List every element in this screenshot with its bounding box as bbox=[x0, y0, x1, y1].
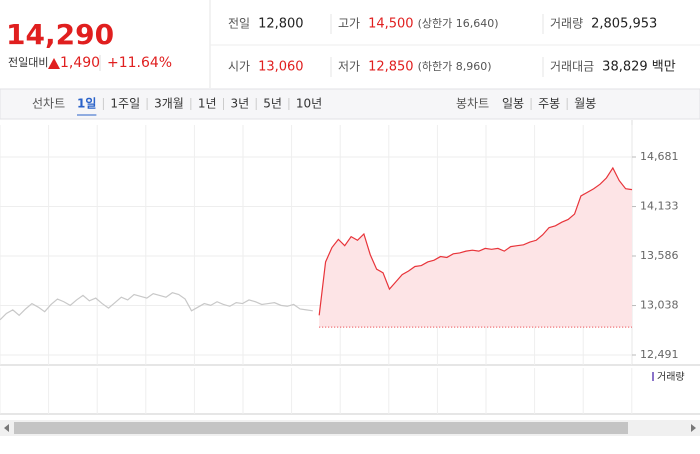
stat-label: 고가 bbox=[338, 17, 360, 31]
plot: 12,491 13,038 13,586 14,133 14,681 bbox=[0, 125, 679, 414]
stat-note: (하한가 8,960) bbox=[418, 59, 492, 73]
tab-group-label: 선차트 bbox=[32, 97, 65, 111]
current-price: 14,290 bbox=[6, 18, 114, 51]
price-line bbox=[318, 166, 633, 316]
period-tab[interactable]: 5년 bbox=[263, 97, 282, 111]
stat-label: 저가 bbox=[338, 60, 360, 74]
stat-value: 12,800 bbox=[258, 17, 304, 32]
stat-label: 거래량 bbox=[550, 17, 583, 31]
price-line bbox=[0, 292, 313, 321]
y-tick-label: 14,681 bbox=[640, 150, 679, 163]
volume-label: 거래량 bbox=[657, 371, 685, 383]
scroll-left[interactable] bbox=[4, 424, 9, 432]
tabs: 선차트 1일 1주일 3개월 1년 3년 5년 10년 봉차트 일봉 주봉 월봉 bbox=[32, 97, 596, 116]
y-tick-label: 13,586 bbox=[640, 249, 679, 262]
y-tick-label: 12,491 bbox=[640, 348, 679, 361]
tab-bar bbox=[0, 88, 700, 120]
stat-value: 12,850 bbox=[368, 60, 414, 75]
y-tick-label: 13,038 bbox=[640, 299, 679, 312]
tab-group-label: 봉차트 bbox=[456, 97, 489, 111]
period-tab[interactable]: 1주일 bbox=[110, 97, 140, 111]
period-tab[interactable]: 주봉 bbox=[538, 97, 560, 111]
period-tab[interactable]: 월봉 bbox=[574, 97, 596, 111]
stat-value: 2,805,953 bbox=[591, 17, 657, 32]
change-rate: +11.64% bbox=[107, 55, 172, 71]
scroll-right[interactable] bbox=[691, 424, 696, 432]
stat-value: 13,060 bbox=[258, 60, 304, 75]
stat-value: 38,829 백만 bbox=[602, 60, 676, 75]
period-tab[interactable]: 일봉 bbox=[502, 97, 524, 111]
area bbox=[319, 167, 632, 328]
up-arrow bbox=[48, 58, 60, 69]
stats: 전일 12,800 고가 14,500 (상한가 16,640) 거래량 2,805,953… bbox=[228, 17, 676, 75]
period-tab[interactable]: 1일 bbox=[77, 97, 96, 111]
stat-label: 전일 bbox=[228, 17, 250, 31]
stat-label: 거래대금 bbox=[550, 60, 594, 74]
period-tab[interactable]: 3개월 bbox=[154, 97, 184, 111]
change: 1,490 bbox=[60, 55, 100, 71]
scrollbar-thumb[interactable] bbox=[14, 422, 628, 434]
stat-note: (상한가 16,640) bbox=[418, 17, 499, 30]
stat-label: 시가 bbox=[228, 60, 250, 74]
stat-value: 14,500 bbox=[368, 17, 414, 32]
period-tab[interactable]: 10년 bbox=[296, 97, 322, 111]
change-label: 전일대비 bbox=[8, 55, 48, 69]
period-tab[interactable]: 1년 bbox=[198, 97, 217, 111]
period-tab[interactable]: 3년 bbox=[231, 97, 250, 111]
y-tick-label: 14,133 bbox=[640, 200, 679, 213]
legend-swatch bbox=[652, 372, 654, 381]
